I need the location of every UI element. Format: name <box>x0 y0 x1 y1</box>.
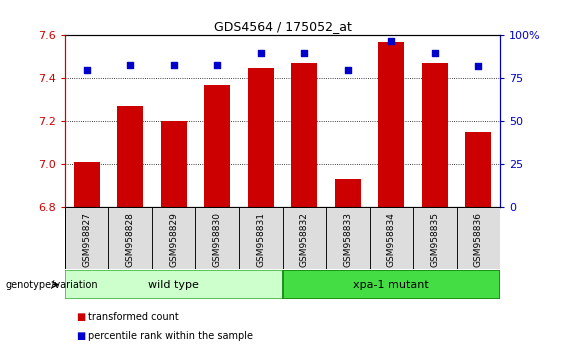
Text: GSM958828: GSM958828 <box>126 212 134 267</box>
Text: ■: ■ <box>76 312 85 322</box>
Point <box>473 63 483 69</box>
Point <box>343 67 352 73</box>
Text: xpa-1 mutant: xpa-1 mutant <box>353 280 429 290</box>
Point <box>386 38 396 44</box>
Bar <box>457 207 500 269</box>
Title: GDS4564 / 175052_at: GDS4564 / 175052_at <box>214 20 351 33</box>
Bar <box>117 106 144 207</box>
Bar <box>413 207 457 269</box>
Point <box>125 62 134 67</box>
Bar <box>378 42 405 207</box>
Text: ■: ■ <box>76 331 85 341</box>
Bar <box>370 207 413 269</box>
Bar <box>291 63 318 207</box>
Point <box>299 50 308 56</box>
Text: GSM958830: GSM958830 <box>213 212 221 267</box>
Bar <box>73 162 100 207</box>
Bar <box>108 207 152 269</box>
Bar <box>334 179 361 207</box>
Bar <box>195 207 239 269</box>
Text: GSM958827: GSM958827 <box>82 212 91 267</box>
Bar <box>326 207 370 269</box>
Bar <box>282 270 500 299</box>
Text: GSM958835: GSM958835 <box>431 212 439 267</box>
Text: GSM958836: GSM958836 <box>474 212 483 267</box>
Bar <box>247 68 274 207</box>
Point <box>212 62 221 67</box>
Bar <box>421 63 448 207</box>
Point <box>256 50 265 56</box>
Bar <box>465 132 492 207</box>
Text: GSM958834: GSM958834 <box>387 212 396 267</box>
Bar <box>65 270 282 299</box>
Text: GSM958831: GSM958831 <box>257 212 265 267</box>
Bar <box>160 121 187 207</box>
Point <box>169 62 178 67</box>
Text: percentile rank within the sample: percentile rank within the sample <box>88 331 253 341</box>
Point <box>430 50 439 56</box>
Point <box>82 67 92 73</box>
Text: GSM958832: GSM958832 <box>300 212 308 267</box>
Text: wild type: wild type <box>148 280 199 290</box>
Text: genotype/variation: genotype/variation <box>6 280 98 290</box>
Bar <box>152 207 195 269</box>
Text: GSM958833: GSM958833 <box>344 212 352 267</box>
Text: transformed count: transformed count <box>88 312 179 322</box>
Text: GSM958829: GSM958829 <box>170 212 178 267</box>
Bar <box>204 85 231 207</box>
Bar <box>239 207 282 269</box>
Bar <box>65 207 108 269</box>
Bar <box>282 207 326 269</box>
